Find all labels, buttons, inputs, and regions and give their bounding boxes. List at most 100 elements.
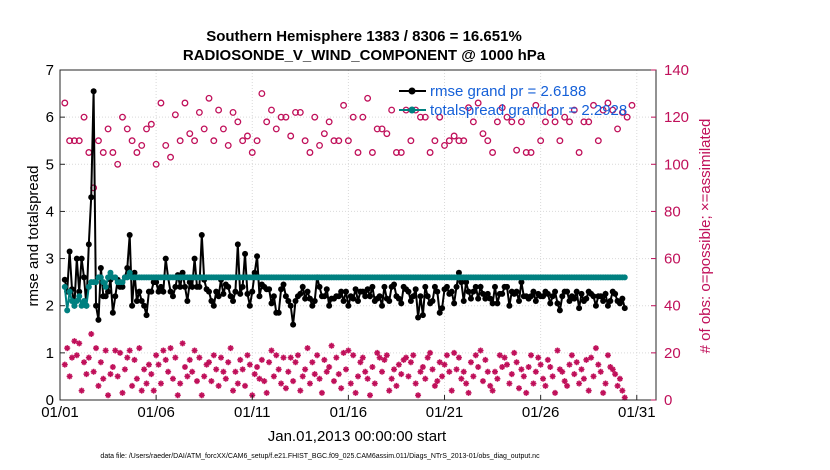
assimilated-obs-marker: [523, 389, 530, 396]
assimilated-obs-marker: [213, 366, 220, 373]
rmse-point: [316, 283, 323, 290]
rmse-point: [90, 88, 97, 95]
assimilated-obs-marker: [439, 373, 446, 380]
assimilated-obs-marker: [169, 375, 176, 382]
rmse-point: [604, 302, 611, 309]
rmse-point: [251, 269, 258, 276]
possible-obs-marker: [436, 113, 444, 121]
rmse-point: [465, 288, 472, 295]
rmse-point: [518, 279, 525, 286]
assimilated-obs-marker: [513, 359, 520, 366]
assimilated-obs-marker: [311, 371, 318, 378]
assimilated-obs-marker: [90, 368, 97, 375]
rmse-point: [549, 293, 556, 300]
assimilated-obs-marker: [160, 347, 167, 354]
assimilated-obs-marker: [556, 366, 563, 373]
rmse-point: [254, 253, 261, 260]
rmse-point: [73, 255, 80, 262]
assimilated-obs-marker: [403, 354, 410, 361]
possible-obs-marker: [99, 149, 107, 156]
rmse-point: [246, 302, 253, 309]
assimilated-obs-marker: [494, 375, 501, 382]
possible-obs-marker: [469, 118, 477, 126]
assimilated-obs-marker: [342, 366, 349, 373]
possible-obs-marker: [195, 108, 203, 116]
rmse-point: [364, 286, 371, 293]
assimilated-obs-marker: [477, 347, 484, 354]
rmse-point: [309, 302, 316, 309]
assimilated-obs-marker: [417, 368, 424, 375]
rmse-point: [124, 265, 131, 271]
rmse-point: [326, 302, 333, 309]
possible-obs-marker: [421, 113, 429, 121]
rmse-point: [439, 305, 446, 312]
possible-obs-marker: [513, 146, 521, 154]
assimilated-obs-marker: [270, 373, 277, 380]
rmse-point: [407, 298, 414, 304]
assimilated-obs-marker: [484, 368, 491, 375]
rmse-point: [607, 298, 614, 304]
possible-obs-marker: [580, 118, 588, 126]
totalspread-point: [73, 298, 80, 304]
assimilated-obs-marker: [482, 356, 489, 363]
assimilated-obs-marker: [612, 371, 619, 378]
assimilated-obs-marker: [328, 342, 335, 349]
assimilated-obs-marker: [292, 359, 299, 366]
assimilated-obs-marker: [448, 387, 455, 394]
possible-obs-marker: [561, 113, 569, 121]
assimilated-obs-marker: [316, 375, 323, 382]
possible-obs-marker: [95, 137, 102, 145]
assimilated-obs-marker: [470, 373, 477, 380]
assimilated-obs-marker: [254, 364, 261, 370]
possible-obs-marker: [354, 149, 362, 156]
possible-obs-marker: [508, 118, 516, 126]
assimilated-obs-marker: [186, 356, 193, 363]
rmse-point: [415, 314, 422, 321]
possible-obs-marker: [114, 160, 122, 168]
totalspread-point: [119, 279, 126, 286]
assimilated-obs-marker: [357, 359, 364, 366]
possible-obs-marker: [527, 149, 535, 156]
rmse-point: [297, 290, 304, 297]
assimilated-obs-marker: [518, 366, 525, 373]
rmse-point: [621, 305, 628, 312]
rmse-point: [213, 288, 220, 295]
rmse-point: [306, 295, 313, 302]
assimilated-obs-marker: [290, 378, 297, 385]
possible-obs-marker: [522, 149, 530, 156]
assimilated-obs-marker: [333, 354, 340, 361]
legend-rmse-label: rmse grand pr = 2.6188: [430, 83, 586, 100]
grid: [60, 70, 656, 400]
rmse-point: [479, 290, 486, 297]
assimilated-obs-marker: [496, 352, 503, 359]
rmse-point: [66, 248, 73, 255]
assimilated-obs-marker: [405, 373, 412, 380]
possible-obs-marker: [234, 118, 242, 126]
assimilated-obs-marker: [379, 368, 386, 375]
possible-obs-marker: [306, 149, 314, 156]
possible-obs-marker: [200, 125, 208, 133]
assimilated-obs-marker: [472, 352, 479, 359]
rmse-point: [112, 293, 119, 300]
rmse-point: [342, 288, 349, 295]
y2-tick-label: 20: [664, 345, 681, 362]
assimilated-obs-marker: [436, 359, 443, 366]
assimilated-obs-marker: [451, 349, 458, 356]
assimilated-obs-marker: [174, 392, 181, 399]
rmse-point: [280, 281, 287, 288]
assimilated-obs-marker: [501, 354, 508, 361]
possible-obs-marker: [479, 130, 487, 138]
totalspread-point: [85, 283, 92, 290]
rmse-point: [148, 288, 155, 295]
totalspread-point: [97, 274, 104, 281]
rmse-point: [540, 293, 547, 300]
possible-obs-marker: [66, 137, 74, 145]
assimilated-obs-marker: [364, 375, 371, 382]
assimilated-obs-marker: [412, 380, 419, 387]
rmse-point: [489, 300, 496, 307]
possible-obs-marker: [393, 149, 400, 156]
rmse-point: [270, 293, 277, 300]
assimilated-obs-marker: [588, 354, 595, 361]
assimilated-obs-marker: [282, 385, 289, 392]
rmse-point: [157, 283, 164, 290]
